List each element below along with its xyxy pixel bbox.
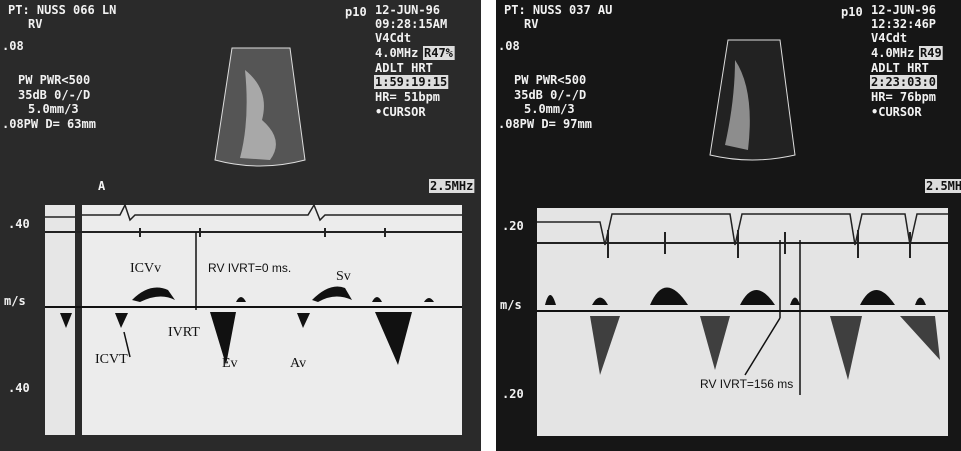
screen-text: 35dB 0/-/D bbox=[18, 88, 90, 102]
screen-text: .08PW D= 97mm bbox=[498, 117, 592, 131]
scale-label: .40 bbox=[8, 381, 30, 395]
scale-label: m/s bbox=[4, 294, 26, 308]
annotation: RV IVRT=0 ms. bbox=[208, 261, 291, 275]
screen-text: ADLT HRT bbox=[375, 61, 433, 75]
annotation: ICVv bbox=[130, 261, 161, 276]
screen-text: V4Cdt bbox=[871, 31, 907, 45]
annotation: RV IVRT=156 ms bbox=[700, 377, 793, 391]
screen-text: RV bbox=[524, 17, 538, 31]
screen-text: A bbox=[98, 179, 106, 193]
screen-text: 1:59:19:15 bbox=[375, 75, 447, 89]
screen-text: 12-JUN-96 bbox=[375, 3, 440, 17]
screen-text: ADLT HRT bbox=[871, 61, 929, 75]
screen-text: .08 bbox=[498, 39, 520, 53]
annotation: Sv bbox=[336, 269, 351, 284]
screen-text: PT: NUSS 037 AU bbox=[504, 3, 612, 17]
annotation: Ev bbox=[222, 356, 238, 371]
scale-label: .20 bbox=[502, 387, 524, 401]
screen-text: 09:28:15AM bbox=[375, 17, 447, 31]
screen-text: •CURSOR bbox=[871, 105, 922, 119]
annotation: IVRT bbox=[168, 325, 200, 340]
screen-text: 12:32:46P bbox=[871, 17, 936, 31]
screen-text: .08PW D= 63mm bbox=[2, 117, 96, 131]
annotation: Av bbox=[290, 356, 306, 371]
scale-label: .20 bbox=[502, 219, 524, 233]
screen-text: p10 bbox=[841, 5, 863, 19]
screen-text: 4.0MHz bbox=[375, 46, 418, 60]
screen-text: PW PWR<500 bbox=[18, 73, 90, 87]
screen-text: 2.5MH bbox=[926, 179, 961, 193]
screen-text: R47% bbox=[424, 46, 454, 60]
screen-text: p10 bbox=[345, 5, 367, 19]
screen-text: 12-JUN-96 bbox=[871, 3, 936, 17]
doppler-strip bbox=[45, 205, 75, 435]
scale-label: .40 bbox=[8, 217, 30, 231]
screen-text: 4.0MHz bbox=[871, 46, 914, 60]
screen-text: 35dB 0/-/D bbox=[514, 88, 586, 102]
screen-text: 5.0mm/3 bbox=[524, 102, 575, 116]
annotation: ICVT bbox=[95, 352, 128, 367]
screen-text: 2:23:03:0 bbox=[871, 75, 936, 89]
screen-text: V4Cdt bbox=[375, 31, 411, 45]
screen-text: R49 bbox=[920, 46, 942, 60]
scale-label: m/s bbox=[500, 298, 522, 312]
screen-text: HR= 76bpm bbox=[871, 90, 936, 104]
screen-text: .08 bbox=[2, 39, 24, 53]
screen-text: 2.5MHz bbox=[430, 179, 473, 193]
screen-text: 5.0mm/3 bbox=[28, 102, 79, 116]
screen-text: HR= 51bpm bbox=[375, 90, 440, 104]
screen-text: PW PWR<500 bbox=[514, 73, 586, 87]
ultrasound-figure: PT: NUSS 066 LNRV.08PW PWR<50035dB 0/-/D… bbox=[0, 0, 961, 451]
screen-text: •CURSOR bbox=[375, 105, 426, 119]
screen-text: PT: NUSS 066 LN bbox=[8, 3, 116, 17]
screen-text: RV bbox=[28, 17, 42, 31]
